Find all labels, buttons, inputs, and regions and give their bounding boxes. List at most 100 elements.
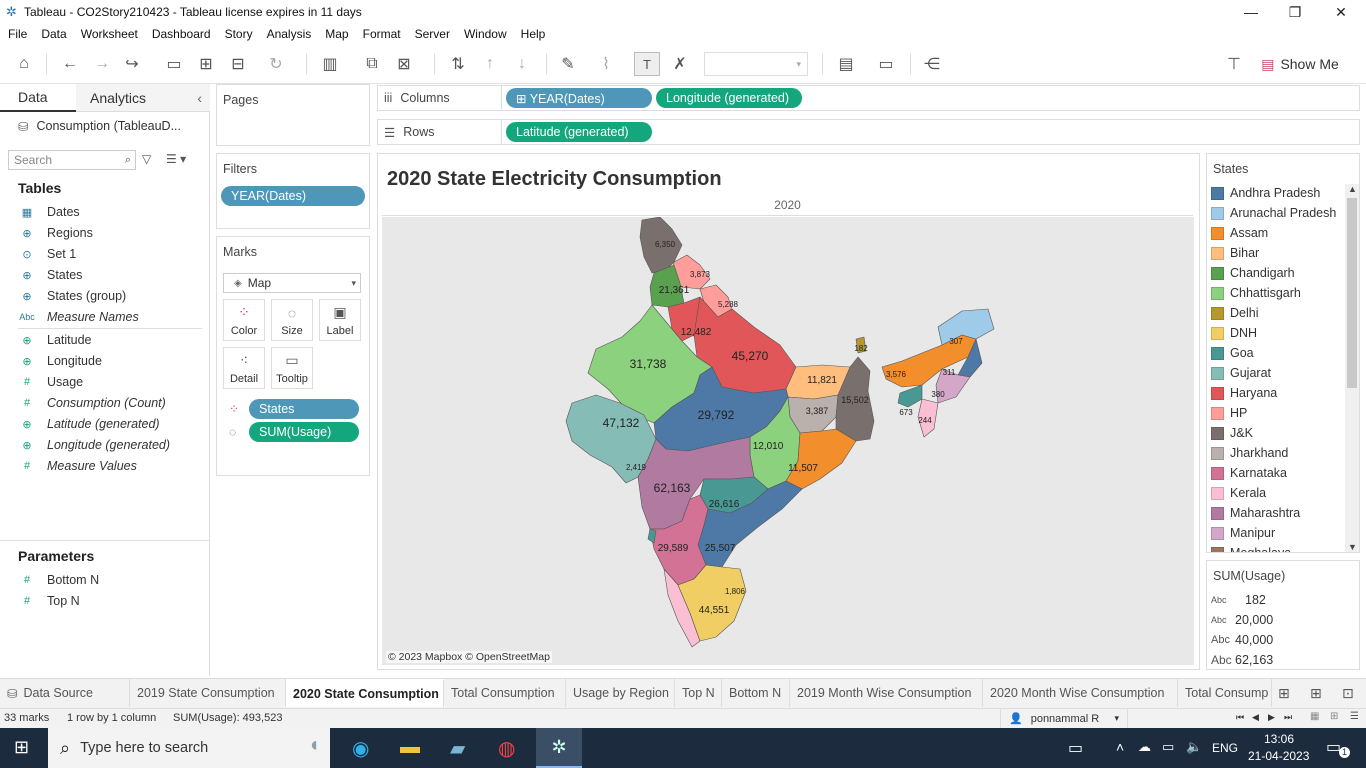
state-odisha[interactable] [785,428,857,490]
grid-view-icon[interactable]: ⊞ [1330,711,1339,722]
legend-item[interactable]: Andhra Pradesh [1211,183,1320,203]
size-button[interactable]: ◌ Size [271,299,313,341]
new-datasource-icon[interactable]: ⊞ [199,56,213,73]
show-cards-icon[interactable]: ▤ [838,56,854,73]
desktop-icon[interactable]: ▭ [1068,740,1084,757]
tooltip-button[interactable]: ▭ Tooltip [271,347,313,389]
prev-sheet-icon[interactable]: ◀ [1252,712,1259,722]
last-sheet-icon[interactable]: ⏭ [1284,712,1293,722]
edge-icon[interactable]: ◉ [352,738,370,760]
duplicate-sheet-icon[interactable]: ⧉ [366,55,378,72]
state-wb[interactable] [835,356,875,442]
label-button[interactable]: ▣ Label [319,299,361,341]
detail-button[interactable]: ⁖ Detail [223,347,265,389]
state-tn[interactable] [677,564,747,642]
tab-usage-by-region[interactable]: Usage by Region [566,679,675,707]
legend-item[interactable]: Chandigarh [1211,263,1295,283]
rows-shelf[interactable]: ☰ Rows Latitude (generated) [377,119,1360,145]
filter-fields-icon[interactable]: ▽ [142,152,152,166]
field-consumption-count[interactable]: # Consumption (Count) [18,393,166,413]
minimize-button[interactable]: — [1244,4,1258,20]
tab-bottom-n[interactable]: Bottom N [722,679,790,707]
field-states-group[interactable]: ⊕ States (group) [18,286,126,306]
legend-item[interactable]: Maharashtra [1211,503,1300,523]
menu-file[interactable]: File [8,27,28,41]
india-map[interactable]: 6,350 3,873 21,361 5,288 12,482 45,270 3… [382,216,1194,665]
tab-2019-state-consumption[interactable]: 2019 State Consumption [130,679,286,707]
field-longitude[interactable]: ⊕ Longitude [18,351,102,371]
file-explorer-icon[interactable]: ▬ [400,736,420,758]
legend-item[interactable]: Meghalaya [1211,543,1291,552]
search-box[interactable]: Search ⌕ [8,150,136,170]
menu-data[interactable]: Data [41,27,67,41]
next-sheet-icon[interactable]: ▶ [1268,712,1275,722]
state-goa[interactable] [647,528,657,544]
menu-analysis[interactable]: Analysis [266,27,312,41]
menu-worksheet[interactable]: Worksheet [80,27,138,41]
legend-item[interactable]: Delhi [1211,303,1259,323]
share-icon[interactable]: ⋲ [924,56,940,73]
pause-updates-icon[interactable]: ⊟ [231,56,245,73]
collapse-pane-icon[interactable]: ‹ [197,89,202,106]
menu-help[interactable]: Help [520,27,546,41]
undo-icon[interactable]: ← [62,55,78,72]
fix-axes-icon[interactable]: ✗ [673,56,687,73]
map-attribution[interactable]: © 2023 Mapbox © OpenStreetMap [386,651,552,663]
legend-item[interactable]: Chhattisgarh [1211,283,1301,303]
view-options-icon[interactable]: ☰ ▾ [166,152,187,166]
notification-icon[interactable]: ▭ [1326,739,1342,756]
show-mark-labels-icon[interactable]: T [634,52,660,76]
taskbar-search[interactable]: ⌕ Type here to search ◖ [48,728,330,768]
tray-chevron-icon[interactable]: ˄ [1116,739,1125,755]
search-input[interactable]: Search [14,153,53,167]
legend-item[interactable]: J&K [1211,423,1253,443]
onedrive-icon[interactable]: ☁ [1138,739,1151,754]
restore-button[interactable]: ❐ [1288,3,1302,20]
mark-type-select[interactable]: ◈ Map ▾ [223,273,361,293]
marks-pill-sum-usage[interactable]: SUM(Usage) [249,422,359,442]
tab-total-consumption-2[interactable]: Total Consump [1178,679,1272,707]
new-worksheet-icon[interactable]: ⊞ [1278,685,1290,701]
menu-dashboard[interactable]: Dashboard [151,27,211,41]
highlight-icon[interactable]: ✎ [561,56,575,73]
field-regions[interactable]: ⊕ Regions [18,223,92,243]
pages-card[interactable]: Pages [216,84,370,146]
state-sikkim[interactable] [855,336,867,354]
legend-item[interactable]: Goa [1211,343,1254,363]
swap-icon[interactable]: ⇅ [451,56,465,73]
new-story-icon[interactable]: ⊡ [1342,685,1354,701]
first-sheet-icon[interactable]: ⏮ [1236,712,1245,722]
redo-icon[interactable]: → [94,55,110,72]
columns-pill-year-dates[interactable]: ⊞ YEAR(Dates) [506,88,652,108]
scroll-thumb[interactable] [1347,198,1357,388]
state-manipur[interactable] [935,368,971,404]
map-area[interactable]: 6,350 3,873 21,361 5,288 12,482 45,270 3… [382,216,1194,665]
group-members-icon[interactable]: ⌇ [602,56,610,73]
field-states[interactable]: ⊕ States [18,265,82,285]
param-bottom-n[interactable]: # Bottom N [18,570,99,590]
taskbar-search-input[interactable]: Type here to search [80,740,209,756]
legend-item[interactable]: Jharkhand [1211,443,1288,463]
legend-item[interactable]: Karnataka [1211,463,1287,483]
new-dashboard-icon[interactable]: ⊞ [1310,685,1322,701]
home-icon[interactable]: ⌂ [19,55,29,72]
new-worksheet-icon[interactable]: ▥ [322,56,338,73]
sort-ascending-icon[interactable]: ↑ [486,55,494,72]
color-button[interactable]: ⁘ Color [223,299,265,341]
rows-pill-latitude[interactable]: Latitude (generated) [506,122,652,142]
menu-format[interactable]: Format [362,27,401,41]
legend-item[interactable]: Haryana [1211,383,1277,403]
menu-map[interactable]: Map [325,27,349,41]
notes-app-icon[interactable]: ▰ [450,738,466,760]
sort-descending-icon[interactable]: ↓ [518,55,526,72]
show-me-button[interactable]: ▤ Show Me [1258,52,1342,76]
presentation-mode-icon[interactable]: ▭ [878,56,894,73]
legend-item[interactable]: DNH [1211,323,1257,343]
clock-date[interactable]: 21-04-2023 [1248,749,1310,763]
legend-scrollbar[interactable]: ▲ ▼ [1345,184,1359,552]
clock-time[interactable]: 13:06 [1264,732,1295,746]
tableau-taskbar-icon[interactable]: ✲ [536,728,582,768]
menu-server[interactable]: Server [414,27,450,41]
columns-shelf[interactable]: iii Columns ⊞ YEAR(Dates) Longitude (gen… [377,85,1360,111]
field-longitude-generated[interactable]: ⊕ Longitude (generated) [18,435,170,455]
